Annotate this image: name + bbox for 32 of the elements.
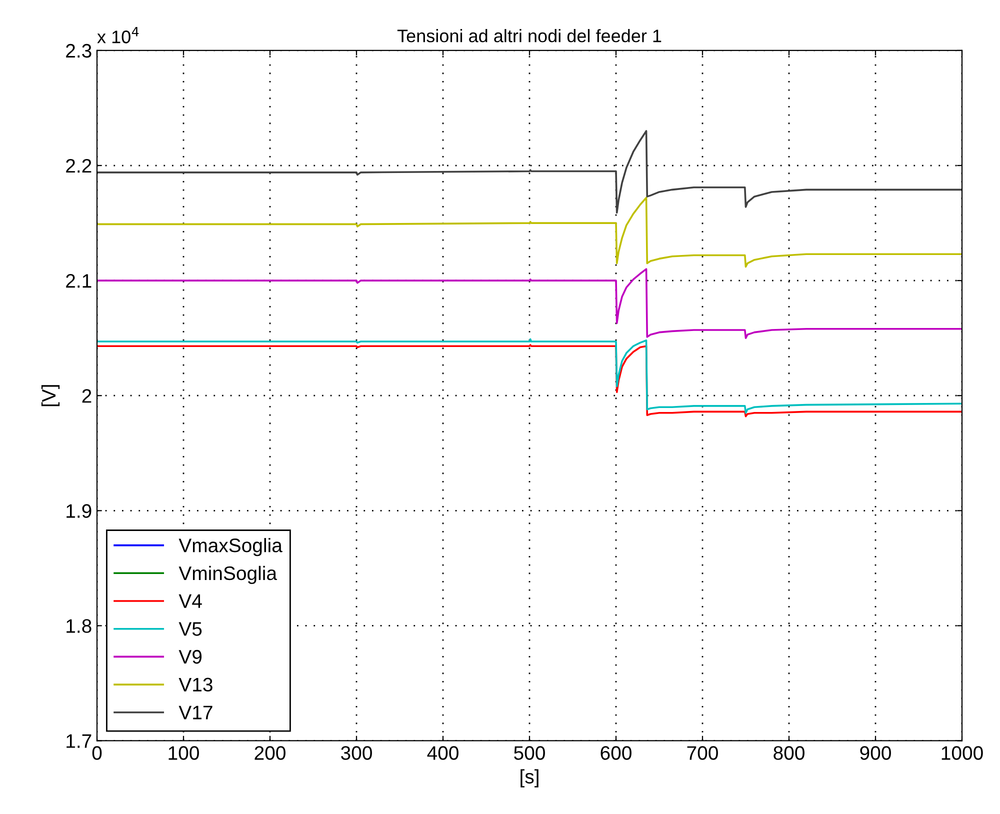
x-tick-label: 200 bbox=[254, 746, 286, 760]
x-tick-label: 800 bbox=[774, 746, 804, 760]
legend-label: VminSoglia bbox=[178, 566, 278, 584]
y-tick-label: 2.3 bbox=[66, 44, 92, 58]
y-axis-title: [V] bbox=[41, 385, 60, 406]
x-tick-label: 100 bbox=[168, 746, 199, 760]
legend-label: V17 bbox=[178, 706, 212, 720]
x-tick-label: 300 bbox=[341, 746, 372, 760]
legend-label: V5 bbox=[178, 622, 202, 636]
line-series bbox=[97, 196, 962, 268]
x-tick-label: 400 bbox=[427, 746, 458, 760]
y-tick-label: 1.8 bbox=[66, 619, 92, 633]
y-tick-label: 2.1 bbox=[66, 274, 92, 288]
legend-label: VmaxSoglia bbox=[178, 538, 282, 556]
x-axis-title: [s] bbox=[520, 769, 538, 788]
x-tick-label: 900 bbox=[860, 746, 891, 760]
y-tick-label: 1.7 bbox=[66, 734, 92, 748]
x-tick-label: 0 bbox=[92, 746, 102, 760]
legend-label: V13 bbox=[178, 678, 212, 692]
chart-title: Tensioni ad altri nodi del feeder 1 bbox=[397, 29, 662, 42]
line-series bbox=[97, 268, 962, 339]
legend-label: V9 bbox=[178, 650, 202, 664]
y-tick-label: 1.9 bbox=[66, 504, 92, 518]
line-series bbox=[97, 130, 962, 214]
legend-label: V4 bbox=[178, 594, 202, 608]
x-tick-label: 700 bbox=[687, 746, 718, 760]
y-tick-label: 2.2 bbox=[66, 158, 92, 173]
y-tick-label: 2 bbox=[82, 389, 92, 403]
x-tick-label: 1000 bbox=[942, 746, 983, 760]
x-tick-label: 500 bbox=[514, 746, 545, 760]
text: x 10$^{4}$ bbox=[97, 27, 139, 44]
x-tick-label: 600 bbox=[600, 746, 632, 760]
